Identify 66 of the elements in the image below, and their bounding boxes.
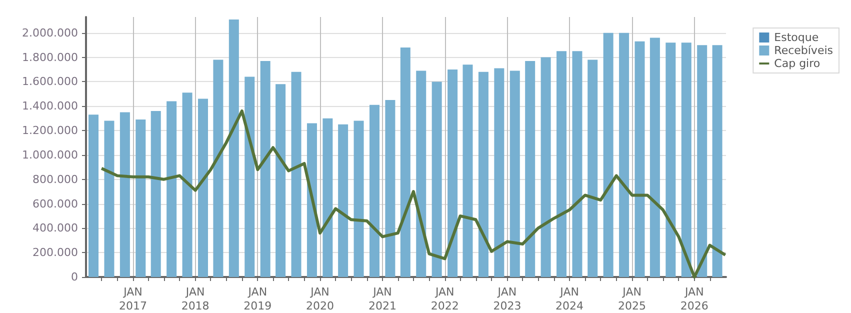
bar bbox=[572, 51, 582, 277]
bar bbox=[166, 101, 177, 277]
x-tick-label: JAN 2023 bbox=[493, 286, 522, 312]
bar bbox=[588, 60, 598, 277]
bar bbox=[306, 123, 317, 277]
x-tick-label: JAN 2024 bbox=[556, 286, 584, 312]
bar bbox=[150, 110, 161, 277]
legend-label: Cap giro bbox=[774, 57, 820, 70]
x-tick-label: JAN 2018 bbox=[181, 286, 210, 312]
bar bbox=[120, 112, 130, 277]
y-tick-label: 1.000.000 bbox=[22, 148, 78, 162]
bar bbox=[322, 118, 333, 277]
x-tick-label: JAN 2021 bbox=[368, 286, 397, 312]
bar bbox=[525, 60, 536, 277]
bar bbox=[432, 82, 442, 277]
bar bbox=[400, 48, 410, 277]
bar bbox=[556, 51, 567, 277]
x-tick-label: JAN 2019 bbox=[244, 286, 272, 312]
bar bbox=[666, 42, 676, 277]
bar bbox=[385, 100, 396, 277]
bar bbox=[88, 114, 99, 277]
y-tick-label: 1.400.000 bbox=[22, 100, 78, 113]
bar bbox=[228, 19, 239, 277]
bar bbox=[244, 76, 255, 277]
y-tick-label: 800.000 bbox=[32, 172, 78, 186]
bar bbox=[510, 70, 520, 277]
x-tick-label: JAN 2017 bbox=[118, 286, 147, 312]
bar bbox=[650, 38, 660, 277]
x-tick-label: JAN 2022 bbox=[430, 286, 459, 312]
x-tick-label: JAN 2025 bbox=[618, 286, 646, 312]
bar bbox=[712, 45, 722, 277]
legend-label: Estoque bbox=[774, 31, 819, 44]
y-tick-label: 2.000.000 bbox=[22, 26, 78, 40]
bar bbox=[198, 98, 208, 277]
bar bbox=[634, 41, 645, 277]
line-series bbox=[100, 109, 727, 278]
x-tick-label: JAN 2026 bbox=[680, 286, 708, 312]
bar bbox=[369, 104, 380, 277]
bar bbox=[182, 92, 192, 277]
bar bbox=[416, 70, 426, 277]
bar bbox=[462, 64, 473, 277]
y-tick-label: 1.600.000 bbox=[22, 75, 78, 88]
x-tick-label: JAN 2020 bbox=[306, 286, 334, 312]
y-tick-label: 600.000 bbox=[32, 197, 78, 210]
bar bbox=[291, 72, 302, 277]
bar bbox=[540, 57, 551, 277]
bar bbox=[603, 32, 614, 277]
y-tick-label: 400.000 bbox=[32, 222, 78, 235]
bar bbox=[338, 124, 348, 277]
bar bbox=[494, 68, 504, 277]
bar bbox=[478, 72, 488, 277]
bar bbox=[213, 60, 224, 277]
bar bbox=[136, 120, 146, 277]
bar bbox=[697, 45, 708, 277]
legend-label: Recebíveis bbox=[774, 44, 834, 57]
bar bbox=[619, 32, 630, 277]
bar bbox=[448, 69, 458, 277]
bar bbox=[104, 120, 114, 277]
bar bbox=[681, 42, 692, 277]
bar bbox=[276, 84, 286, 277]
y-tick-label: 200.000 bbox=[32, 246, 78, 260]
y-tick-label: 1.200.000 bbox=[22, 124, 78, 138]
bar bbox=[354, 120, 364, 277]
y-tick-label: 0 bbox=[71, 270, 78, 284]
bar bbox=[260, 60, 270, 277]
y-tick-label: 1.800.000 bbox=[22, 50, 78, 64]
